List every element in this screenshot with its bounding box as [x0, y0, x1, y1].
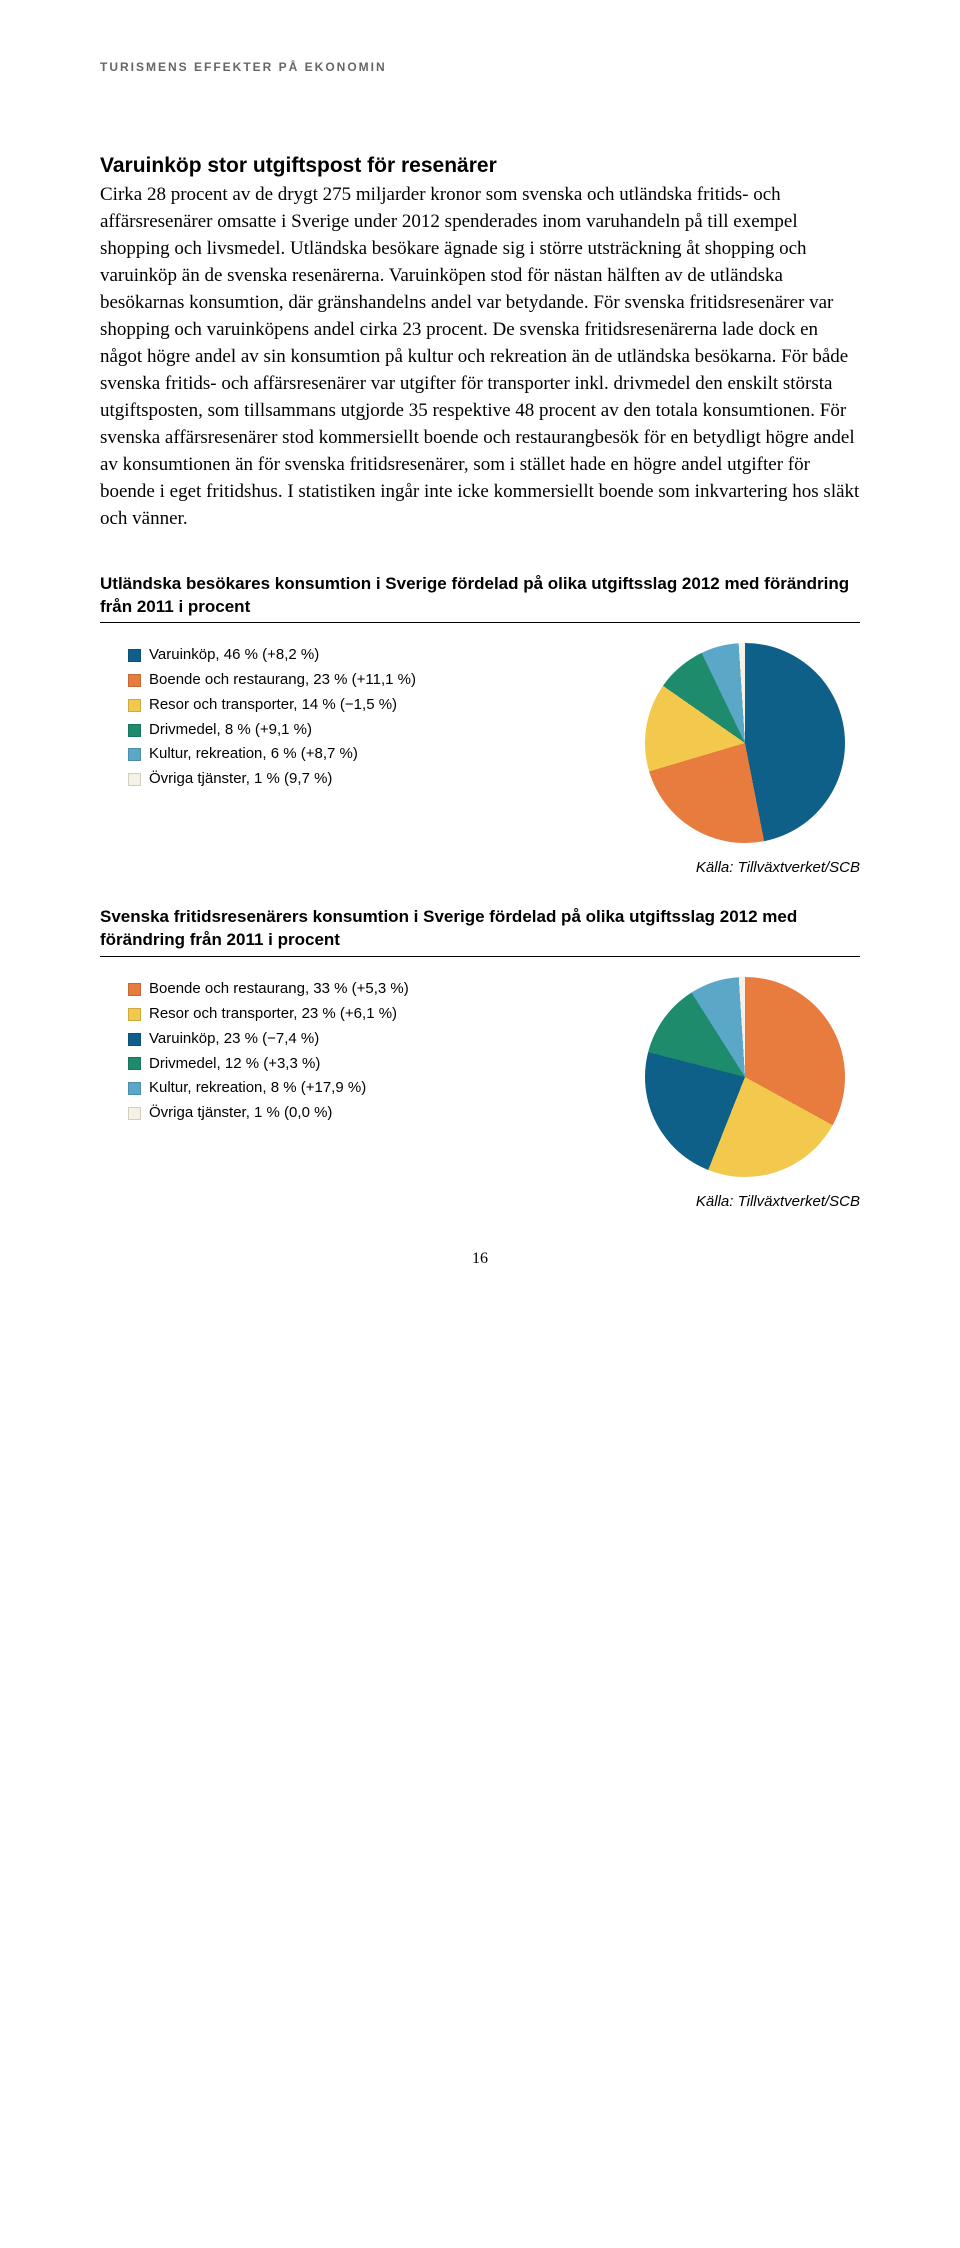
legend-label: Varuinköp, 23 % (−7,4 %) [149, 1027, 319, 1052]
chart2-pie-wrap [630, 977, 860, 1177]
legend-swatch [128, 1008, 141, 1021]
legend-label: Drivmedel, 8 % (+9,1 %) [149, 718, 312, 743]
legend-item: Varuinköp, 46 % (+8,2 %) [128, 643, 590, 668]
legend-item: Drivmedel, 12 % (+3,3 %) [128, 1052, 590, 1077]
legend-swatch [128, 983, 141, 996]
legend-label: Övriga tjänster, 1 % (0,0 %) [149, 1101, 332, 1126]
chart2-block: Boende och restaurang, 33 % (+5,3 %)Reso… [100, 977, 860, 1177]
legend-label: Varuinköp, 46 % (+8,2 %) [149, 643, 319, 668]
legend-item: Varuinköp, 23 % (−7,4 %) [128, 1027, 590, 1052]
chart2-title: Svenska fritidsresenärers konsumtion i S… [100, 906, 860, 957]
legend-label: Resor och transporter, 23 % (+6,1 %) [149, 1002, 397, 1027]
legend-label: Övriga tjänster, 1 % (9,7 %) [149, 767, 332, 792]
legend-swatch [128, 1057, 141, 1070]
legend-item: Resor och transporter, 14 % (−1,5 %) [128, 693, 590, 718]
chart2-pie [645, 977, 845, 1177]
legend-swatch [128, 649, 141, 662]
legend-swatch [128, 1107, 141, 1120]
legend-item: Boende och restaurang, 33 % (+5,3 %) [128, 977, 590, 1002]
page-header-label: TURISMENS EFFEKTER PÅ EKONOMIN [100, 60, 860, 74]
legend-label: Boende och restaurang, 33 % (+5,3 %) [149, 977, 409, 1002]
legend-swatch [128, 1033, 141, 1046]
legend-item: Resor och transporter, 23 % (+6,1 %) [128, 1002, 590, 1027]
legend-label: Drivmedel, 12 % (+3,3 %) [149, 1052, 320, 1077]
legend-label: Boende och restaurang, 23 % (+11,1 %) [149, 668, 416, 693]
legend-item: Övriga tjänster, 1 % (9,7 %) [128, 767, 590, 792]
legend-item: Drivmedel, 8 % (+9,1 %) [128, 718, 590, 743]
legend-item: Kultur, rekreation, 6 % (+8,7 %) [128, 742, 590, 767]
section-title: Varuinköp stor utgiftspost för resenärer [100, 154, 860, 178]
legend-swatch [128, 699, 141, 712]
legend-item: Boende och restaurang, 23 % (+11,1 %) [128, 668, 590, 693]
chart1-block: Varuinköp, 46 % (+8,2 %)Boende och resta… [100, 643, 860, 843]
chart1-title: Utländska besökares konsumtion i Sverige… [100, 573, 860, 624]
legend-item: Kultur, rekreation, 8 % (+17,9 %) [128, 1076, 590, 1101]
chart1-source: Källa: Tillväxtverket/SCB [100, 859, 860, 876]
legend-item: Övriga tjänster, 1 % (0,0 %) [128, 1101, 590, 1126]
legend-swatch [128, 773, 141, 786]
chart2-source: Källa: Tillväxtverket/SCB [100, 1193, 860, 1210]
chart1-pie-wrap [630, 643, 860, 843]
legend-swatch [128, 724, 141, 737]
legend-swatch [128, 748, 141, 761]
legend-label: Kultur, rekreation, 8 % (+17,9 %) [149, 1076, 366, 1101]
legend-swatch [128, 1082, 141, 1095]
chart2-legend: Boende och restaurang, 33 % (+5,3 %)Reso… [100, 977, 590, 1126]
legend-label: Kultur, rekreation, 6 % (+8,7 %) [149, 742, 358, 767]
chart1-legend: Varuinköp, 46 % (+8,2 %)Boende och resta… [100, 643, 590, 792]
legend-label: Resor och transporter, 14 % (−1,5 %) [149, 693, 397, 718]
legend-swatch [128, 674, 141, 687]
chart1-pie [645, 643, 845, 843]
body-paragraph: Cirka 28 procent av de drygt 275 miljard… [100, 182, 860, 533]
page-number: 16 [100, 1250, 860, 1268]
